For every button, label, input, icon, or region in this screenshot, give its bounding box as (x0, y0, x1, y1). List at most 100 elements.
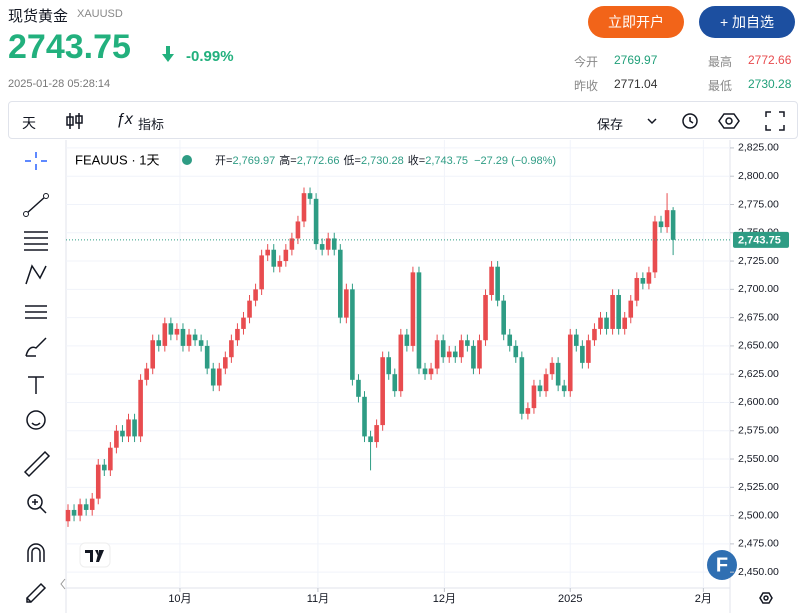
legend-value: 2,769.97 (232, 155, 275, 167)
stat-value: 2772.66 (748, 53, 792, 67)
candle-body (368, 436, 373, 443)
x-tick-label: 2025 (558, 593, 582, 605)
price: 2743.75 (8, 28, 131, 66)
y-tick-label: 2,775.00 (738, 198, 779, 210)
y-tick-label: 2,475.00 (738, 538, 779, 550)
x-tick-label: 10月 (168, 593, 191, 605)
candle-body (422, 368, 428, 375)
y-tick-label: 2,550.00 (738, 453, 779, 465)
candle-body (537, 385, 543, 392)
candle-body (404, 334, 410, 346)
x-tick-label: 12月 (433, 593, 456, 605)
stat-label: 最低 (708, 79, 733, 93)
crosshair-tool[interactable] (25, 152, 47, 170)
candle-body (102, 464, 107, 471)
open-account-button[interactable]: 立即开户 (588, 6, 684, 38)
candle-body (519, 357, 525, 414)
pattern-tool[interactable] (25, 264, 47, 285)
candle-body (144, 368, 149, 380)
legend-key: 低= (344, 154, 361, 167)
candle-body (271, 249, 277, 267)
fib-tool[interactable] (24, 231, 48, 251)
collapse-arrow[interactable] (58, 574, 68, 594)
candle-body (392, 374, 398, 392)
candle-body (307, 193, 313, 199)
prediction-tool[interactable] (25, 305, 47, 319)
chart-style-button[interactable] (64, 110, 86, 132)
brush-tool[interactable] (25, 337, 47, 357)
candle-body (198, 340, 204, 346)
legend-change: −27.29 (−0.98%) (474, 155, 556, 167)
y-tick-label: 2,700.00 (738, 283, 779, 295)
lock-tool[interactable] (25, 582, 47, 604)
candle-body (658, 221, 664, 228)
svg-text:F: F (716, 554, 728, 576)
emoji-tool[interactable] (26, 410, 46, 430)
candle-body (350, 289, 355, 380)
fullscreen-button[interactable] (764, 110, 786, 132)
candle-body (325, 238, 331, 250)
candle-body (465, 340, 470, 346)
candle-body (204, 345, 210, 369)
y-tick-label: 2,575.00 (738, 425, 779, 437)
candle-body (174, 328, 180, 335)
candle-body (83, 504, 89, 510)
candle-body (132, 419, 137, 437)
candle-body (362, 396, 367, 437)
title: 现货黄金 (8, 8, 69, 25)
candle-body (507, 334, 513, 346)
candle-body (592, 328, 597, 341)
add-watchlist-button[interactable]: + 加自选 (699, 6, 795, 38)
stat-label: 最高 (708, 55, 733, 69)
symbol: XAUUSD (77, 8, 123, 20)
candle-body (459, 340, 464, 358)
save-dropdown[interactable] (646, 116, 658, 126)
text-tool[interactable] (28, 376, 44, 394)
magnet-tool[interactable] (27, 543, 45, 562)
candle-body (114, 430, 119, 448)
candle-body (229, 340, 234, 358)
candle-body (380, 357, 385, 426)
candle-body (223, 357, 228, 369)
indicators-button[interactable]: 指标 (138, 117, 165, 132)
save-button[interactable]: 保存 (597, 117, 624, 132)
candle-body (241, 317, 246, 329)
candle-body (561, 385, 567, 392)
alert-button[interactable] (680, 110, 702, 132)
legend-symbol: FEAUUS · 1天 (75, 152, 160, 167)
change: -0.99% (186, 48, 234, 65)
candle-body (168, 323, 174, 335)
candle-body (567, 334, 573, 392)
candle-body (289, 238, 295, 250)
y-tick-label: 2,650.00 (738, 340, 779, 352)
y-tick-label: 2,600.00 (738, 396, 779, 408)
candle-body (283, 249, 289, 262)
candle-body (356, 379, 361, 397)
trendline-tool[interactable] (23, 193, 49, 217)
candle-body (386, 357, 392, 375)
candle-body (495, 266, 500, 301)
axis-settings[interactable] (759, 592, 773, 604)
market-status (182, 155, 192, 165)
drawing-tools (23, 152, 51, 604)
candle-body (344, 289, 349, 318)
interval-button[interactable]: 天 (22, 115, 36, 131)
candle-body (120, 430, 125, 437)
y-tick-label: 2,500.00 (738, 509, 779, 521)
timestamp: 2025-01-28 05:28:14 (8, 78, 111, 90)
candle-body (277, 261, 283, 267)
candle-body (634, 278, 640, 301)
ruler-tool[interactable] (23, 450, 51, 478)
candle-body (646, 272, 652, 284)
candle-body (65, 509, 71, 522)
settings-button[interactable] (718, 110, 740, 132)
y-tick-label: 2,675.00 (738, 311, 779, 323)
candle-body (573, 334, 579, 346)
y-tick-label: 2,725.00 (738, 255, 779, 267)
candle-body (77, 504, 83, 516)
tv-logo (79, 542, 111, 568)
stat-value: 2730.28 (748, 77, 792, 91)
candle-body (501, 300, 506, 335)
candle-body (71, 509, 77, 516)
zoom-tool[interactable] (27, 494, 47, 514)
